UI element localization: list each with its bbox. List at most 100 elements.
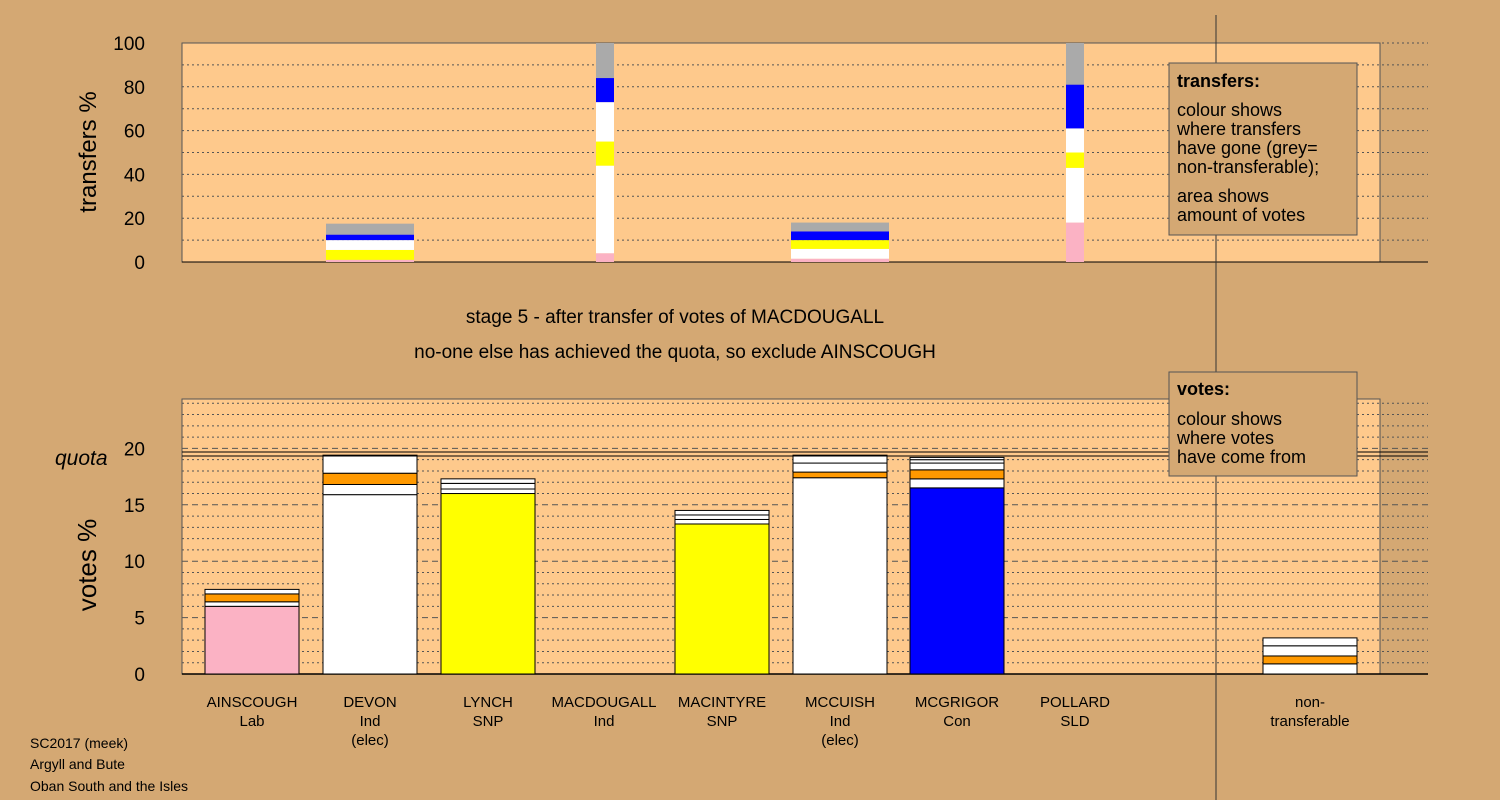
transfer-bar-segment xyxy=(596,165,614,254)
vote-bar-segment xyxy=(322,472,418,485)
votes-legend-line: colour shows xyxy=(1177,409,1282,429)
transfer-bar-segment xyxy=(326,234,414,241)
transfer-bar-segment xyxy=(596,78,614,103)
x-tick-label: SNP xyxy=(473,713,504,730)
x-tick-label: AINSCOUGH xyxy=(207,694,298,711)
transfers-legend-title: transfers: xyxy=(1177,71,1260,91)
x-tick-label: MCCUISH xyxy=(805,694,875,711)
transfer-bar-segment xyxy=(326,259,414,262)
transfer-bar-segment xyxy=(791,222,889,232)
vote-bar-segment xyxy=(792,471,888,479)
bottom-y-ticks: 0 5 10 15 20 xyxy=(124,439,145,686)
votes-legend-line: where votes xyxy=(1176,428,1274,448)
transfer-bar-segment xyxy=(1066,167,1084,223)
bottom-y-tick-label: 5 xyxy=(134,609,145,630)
vote-bar-segment xyxy=(322,483,418,496)
top-y-ticks: 0 20 40 60 80 100 xyxy=(113,34,145,274)
vote-bar-segment xyxy=(440,482,536,490)
vote-bar-segment xyxy=(909,462,1005,471)
x-tick-label: transferable xyxy=(1270,713,1349,730)
transfer-bar-segment xyxy=(791,248,889,259)
vote-bar-segment xyxy=(909,487,1005,675)
transfer-bar-segment xyxy=(1066,128,1084,153)
bottom-y-tick-label: 0 xyxy=(134,665,145,686)
vote-bar-segment xyxy=(322,494,418,675)
transfer-bar-segment xyxy=(1066,43,1084,85)
vote-bar-segment xyxy=(674,509,770,516)
top-transfer-bars xyxy=(326,43,1084,262)
x-tick-label: SLD xyxy=(1060,713,1089,730)
x-tick-label: Ind xyxy=(360,713,381,730)
transfer-bar-segment xyxy=(1066,84,1084,129)
vote-bar-segment xyxy=(909,478,1005,489)
x-tick-label: POLLARD xyxy=(1040,694,1110,711)
bottom-y-tick-label: 20 xyxy=(124,439,145,460)
transfers-legend-line: where transfers xyxy=(1176,119,1301,139)
vote-bar-segment xyxy=(909,459,1005,464)
vote-bar-segment xyxy=(1262,663,1358,675)
x-tick-label: LYNCH xyxy=(463,694,513,711)
bottom-vote-bars xyxy=(204,454,1358,675)
transfer-bar-segment xyxy=(596,43,614,79)
vote-bar-segment xyxy=(440,478,536,484)
top-y-tick-label: 80 xyxy=(124,78,145,99)
vote-bar-segment xyxy=(792,477,888,675)
vote-bar-segment xyxy=(204,605,300,675)
transfer-bar-segment xyxy=(791,258,889,262)
footer-line: Oban South and the Isles xyxy=(30,778,188,794)
vote-bar-segment xyxy=(1262,645,1358,657)
x-tick-label: DEVON xyxy=(343,694,396,711)
vote-bar-segment xyxy=(440,493,536,675)
transfers-legend-line: amount of votes xyxy=(1177,205,1305,225)
vote-bar-segment xyxy=(792,454,888,464)
x-tick-label: Con xyxy=(943,713,971,730)
transfers-legend-line: have gone (grey= xyxy=(1177,138,1318,158)
x-tick-label: SNP xyxy=(707,713,738,730)
vote-bar-segment xyxy=(909,469,1005,480)
top-y-axis-label: transfers % xyxy=(75,91,102,212)
transfers-legend-line: non-transferable); xyxy=(1177,157,1319,177)
votes-legend-title: votes: xyxy=(1177,379,1230,399)
vote-bar-segment xyxy=(674,523,770,675)
vote-bar-segment xyxy=(322,454,418,474)
x-tick-label: MACDOUGALL xyxy=(551,694,656,711)
vote-bar-segment xyxy=(204,601,300,607)
transfer-bar-segment xyxy=(326,240,414,250)
x-tick-label: Lab xyxy=(239,713,264,730)
x-tick-label: non- xyxy=(1295,694,1325,711)
vote-bar-segment xyxy=(1262,637,1358,647)
vote-bar-segment xyxy=(674,518,770,525)
transfer-bar-segment xyxy=(326,223,414,235)
transfer-bar-segment xyxy=(1066,222,1084,262)
stage-caption: stage 5 - after transfer of votes of MAC… xyxy=(466,307,884,328)
quota-label: quota xyxy=(55,447,108,470)
x-tick-label: MCGRIGOR xyxy=(915,694,999,711)
transfer-bar-segment xyxy=(791,240,889,249)
top-y-tick-label: 60 xyxy=(124,122,145,143)
vote-bar-segment xyxy=(204,588,300,595)
transfer-bar-segment xyxy=(596,253,614,262)
transfer-bar-segment xyxy=(791,231,889,241)
transfer-bar-segment xyxy=(1066,152,1084,168)
x-tick-label: Ind xyxy=(594,713,615,730)
transfers-legend: transfers: colour shows where transfers … xyxy=(1168,62,1358,236)
bottom-y-tick-label: 15 xyxy=(124,496,145,517)
x-tick-label: MACINTYRE xyxy=(678,694,766,711)
footer-line: SC2017 (meek) xyxy=(30,735,128,751)
vote-bar-segment xyxy=(204,593,300,603)
top-y-tick-label: 40 xyxy=(124,165,145,186)
votes-legend: votes: colour shows where votes have com… xyxy=(1168,371,1358,477)
vote-bar-segment xyxy=(1262,655,1358,665)
vote-bar-segment xyxy=(674,514,770,520)
transfer-bar-segment xyxy=(596,102,614,142)
transfer-bar-segment xyxy=(326,249,414,260)
top-y-tick-label: 0 xyxy=(134,253,145,274)
bottom-y-tick-label: 10 xyxy=(124,552,145,573)
top-y-tick-label: 100 xyxy=(113,34,145,55)
top-y-tick-label: 20 xyxy=(124,209,145,230)
votes-legend-line: have come from xyxy=(1177,447,1306,467)
x-tick-label: Ind xyxy=(830,713,851,730)
vote-bar-segment xyxy=(792,462,888,473)
transfers-legend-line: area shows xyxy=(1177,186,1269,206)
footer-line: Argyll and Bute xyxy=(30,756,125,772)
